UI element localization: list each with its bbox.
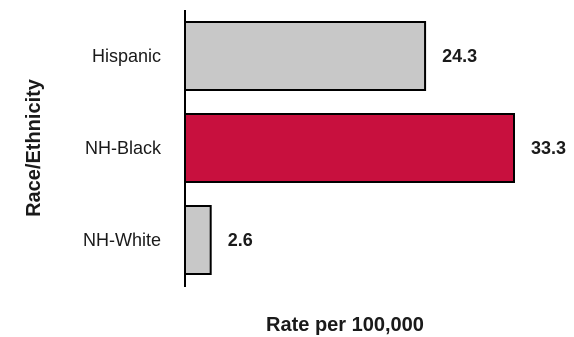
data-labels-group: 24.3 33.3 2.6	[228, 46, 566, 250]
data-label-nh-black: 33.3	[531, 138, 566, 158]
category-label-nh-black: NH-Black	[85, 138, 162, 158]
x-axis-title: Rate per 100,000	[266, 314, 424, 336]
bar-nh-white	[184, 205, 212, 275]
category-label-nh-white: NH-White	[83, 230, 161, 250]
y-axis-title: Race/Ethnicity	[23, 78, 45, 217]
data-label-hispanic: 24.3	[442, 46, 477, 66]
category-label-hispanic: Hispanic	[92, 46, 161, 66]
bar-hispanic	[184, 21, 427, 91]
bar-nh-black	[184, 113, 515, 183]
bars-group	[184, 21, 515, 275]
data-label-nh-white: 2.6	[228, 230, 253, 250]
category-labels-group: Hispanic NH-Black NH-White	[83, 46, 162, 250]
